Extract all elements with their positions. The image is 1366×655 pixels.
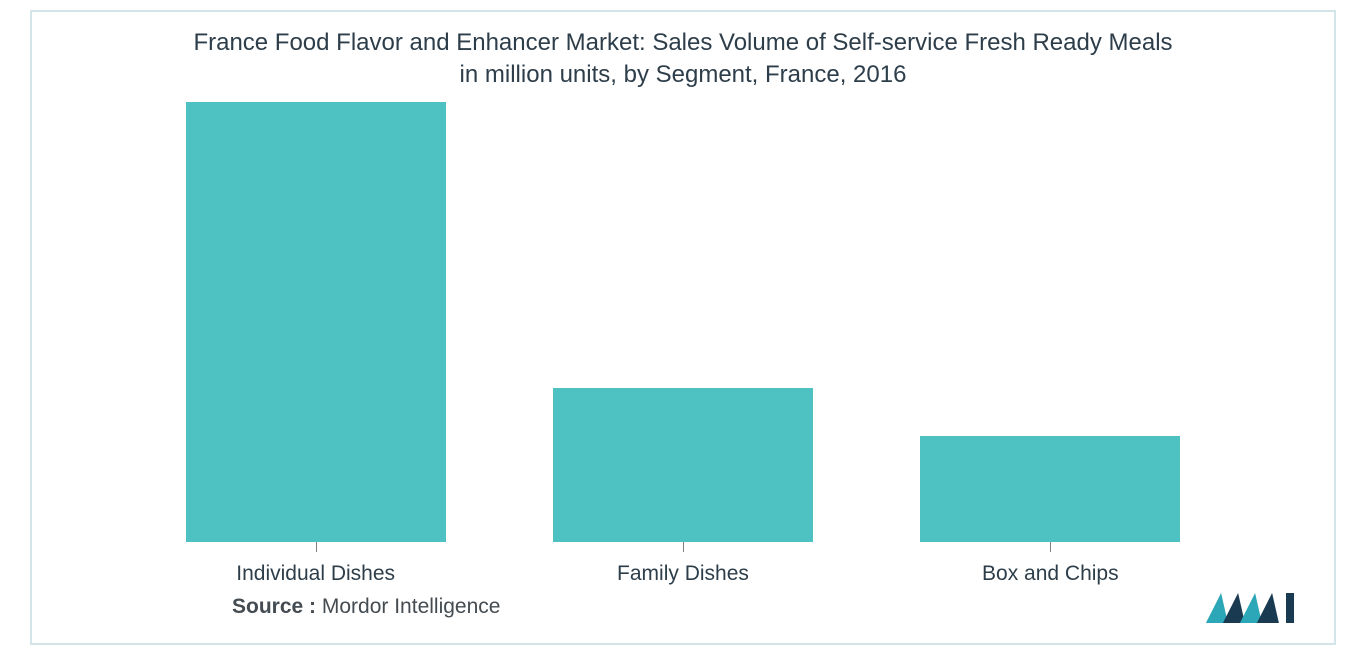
bar [553, 388, 813, 542]
source-value: Mordor Intelligence [322, 595, 501, 618]
chart-container: France Food Flavor and Enhancer Market: … [30, 10, 1336, 645]
source-citation: Source : Mordor Intelligence [232, 595, 500, 619]
axis-tick [1050, 542, 1051, 552]
chart-plot-area [62, 102, 1304, 542]
title-line-1: France Food Flavor and Enhancer Market: … [193, 29, 1172, 56]
bar-group [920, 102, 1180, 542]
title-line-2: in million units, by Segment, France, 20… [460, 61, 907, 88]
chart-footer: Source : Mordor Intelligence [32, 591, 1334, 623]
bar [186, 102, 446, 542]
category-label: Individual Dishes [186, 562, 446, 586]
bar-group [186, 102, 446, 542]
bar [920, 436, 1180, 542]
category-label: Family Dishes [553, 562, 813, 586]
mordor-logo-icon [1208, 591, 1294, 623]
axis-tick [683, 542, 684, 552]
bar-group [553, 102, 813, 542]
axis-tick [316, 542, 317, 552]
source-label: Source : [232, 595, 316, 618]
category-label: Box and Chips [920, 562, 1180, 586]
chart-title: France Food Flavor and Enhancer Market: … [62, 27, 1304, 92]
